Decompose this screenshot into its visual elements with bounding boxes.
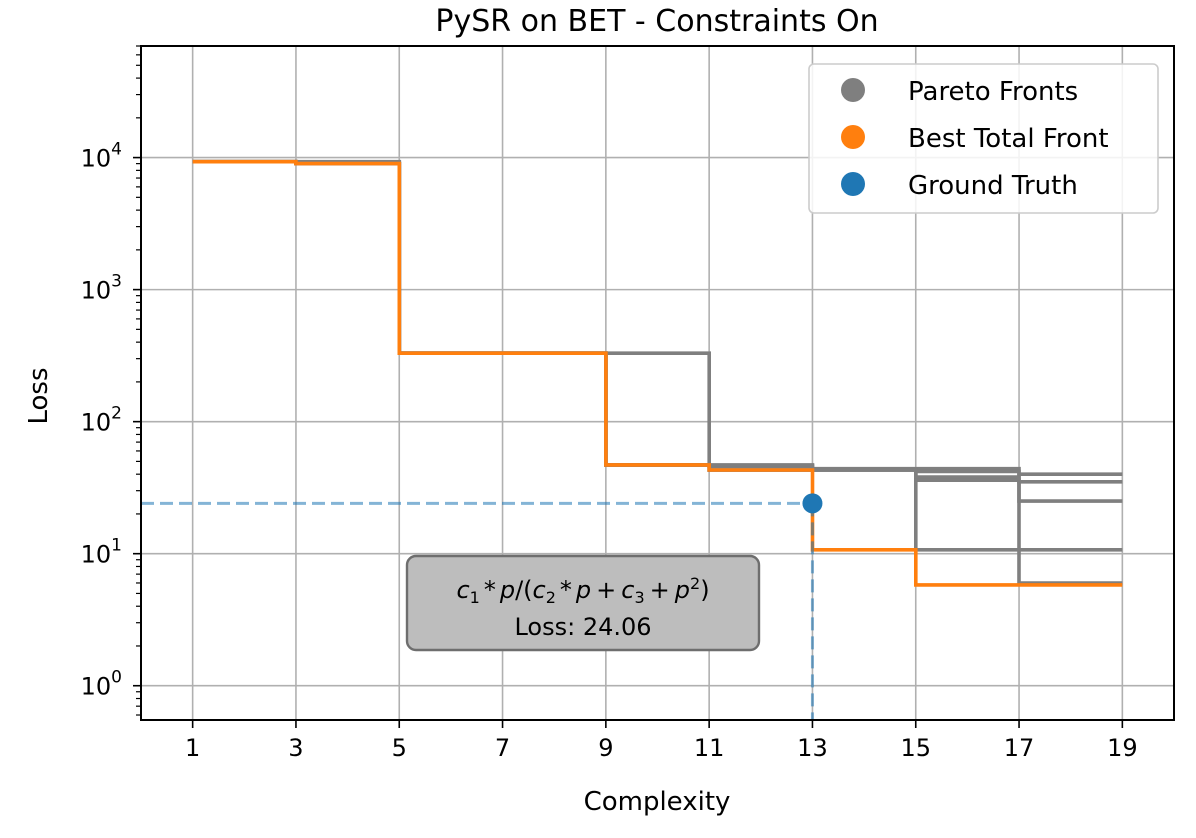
x-tick-label: 9 — [598, 734, 613, 762]
annotation-box: c1 * p/(c2 * p + c3 + p2) Loss: 24.06 — [405, 554, 761, 652]
y-tick-label: 102 — [81, 404, 122, 437]
legend: Pareto Fronts Best Total Front Ground Tr… — [808, 63, 1159, 214]
y-tick-label: 103 — [81, 272, 122, 305]
x-tick-label: 17 — [1004, 734, 1035, 762]
series-line-pareto-front — [192, 159, 1123, 585]
plot-frame — [140, 45, 1175, 721]
annotation-loss: Loss: 24.06 — [514, 613, 651, 641]
ground-truth-layer — [141, 493, 823, 720]
series-line-pareto-front — [192, 159, 1123, 552]
y-tick-label: 104 — [81, 140, 122, 173]
legend-label-best-total-front: Best Total Front — [908, 124, 1109, 154]
annotation-background — [405, 554, 761, 652]
front-layer — [192, 159, 1123, 587]
annotation-formula: c1 * p/(c2 * p + c3 + p2) — [456, 574, 709, 607]
legend-marker-ground-truth — [841, 172, 865, 196]
x-tick-label: 19 — [1107, 734, 1138, 762]
x-tick-label: 15 — [900, 734, 931, 762]
y-axis-label: Loss — [24, 367, 54, 424]
x-tick-label: 7 — [495, 734, 510, 762]
x-tick-label: 13 — [797, 734, 828, 762]
legend-label-ground-truth: Ground Truth — [908, 171, 1078, 201]
x-tick-label: 3 — [288, 734, 303, 762]
legend-marker-pareto-fronts — [841, 78, 865, 102]
y-tick-label: 100 — [81, 668, 122, 701]
legend-frame — [808, 63, 1159, 214]
x-tick-label: 11 — [694, 734, 725, 762]
y-tick-label: 101 — [81, 536, 122, 569]
x-tick-label: 1 — [185, 734, 200, 762]
series-line-best-total-front — [192, 159, 1123, 587]
chart-title: PySR on BET - Constraints On — [435, 4, 878, 39]
legend-label-pareto-fronts: Pareto Fronts — [908, 77, 1078, 107]
ground-truth-point — [802, 493, 823, 514]
x-axis-label: Complexity — [584, 787, 731, 817]
legend-marker-best-total-front — [841, 125, 865, 149]
x-tick-label: 5 — [392, 734, 407, 762]
